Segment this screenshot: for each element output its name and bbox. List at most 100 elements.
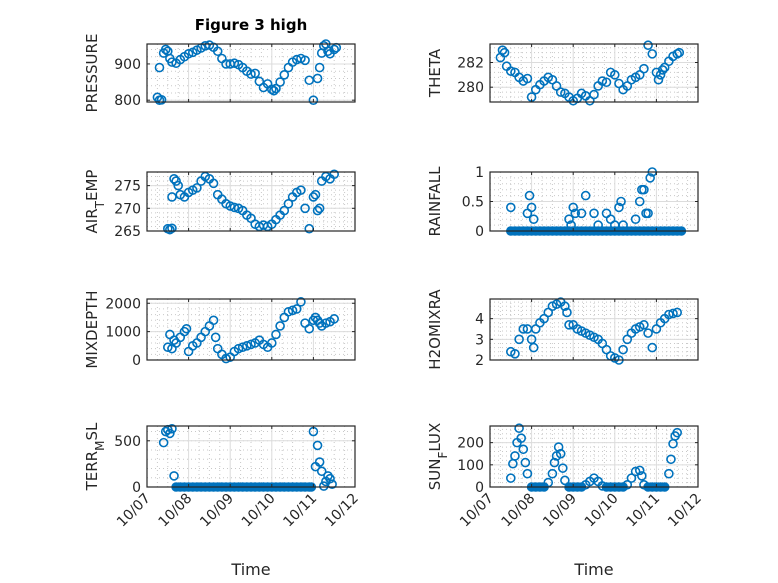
data-point bbox=[156, 95, 167, 105]
data-point bbox=[580, 190, 591, 201]
data-point bbox=[183, 48, 194, 59]
data-point bbox=[653, 74, 664, 85]
data-point bbox=[314, 457, 325, 467]
data-point bbox=[275, 77, 285, 87]
x-tick-label: 10/09 bbox=[540, 491, 580, 531]
y-tick-label: 100 bbox=[457, 458, 484, 474]
data-point bbox=[616, 196, 626, 207]
data-point bbox=[167, 192, 177, 202]
data-point bbox=[522, 73, 533, 84]
data-point bbox=[510, 451, 520, 461]
data-point bbox=[518, 444, 529, 455]
data-point bbox=[522, 468, 533, 479]
data-point bbox=[314, 203, 325, 214]
data-point bbox=[304, 323, 315, 334]
data-point bbox=[329, 314, 340, 324]
data-point bbox=[609, 70, 620, 80]
y-tick-label: 275 bbox=[114, 179, 141, 195]
y-tick-label: 0 bbox=[132, 353, 141, 369]
data-point bbox=[614, 202, 624, 213]
data-point bbox=[672, 427, 683, 438]
data-point bbox=[312, 440, 323, 451]
y-tick-label: 2000 bbox=[105, 296, 141, 312]
data-point bbox=[169, 471, 179, 481]
axes-background bbox=[147, 426, 355, 487]
data-point bbox=[643, 208, 653, 219]
x-tick-label: 10/08 bbox=[499, 491, 539, 531]
data-point bbox=[547, 468, 558, 479]
data-point bbox=[269, 85, 279, 96]
data-point bbox=[516, 433, 527, 444]
data-series bbox=[152, 39, 342, 105]
data-point bbox=[645, 173, 655, 183]
y-tick-label: 1 bbox=[475, 165, 484, 181]
data-point bbox=[634, 196, 645, 207]
subplot-h2omixra: 2 3 4 H2OMIXRA bbox=[426, 289, 699, 370]
y-axis-label: AIRTEMP bbox=[83, 170, 107, 234]
y-tick-label: 0 bbox=[475, 224, 484, 240]
x-tick-label: 10/10 bbox=[239, 491, 279, 531]
data-point bbox=[505, 473, 516, 483]
data-point bbox=[510, 348, 520, 359]
data-point bbox=[497, 45, 508, 55]
y-axis-label: PRESSURE bbox=[83, 34, 101, 113]
data-point bbox=[518, 324, 529, 334]
data-point bbox=[271, 83, 281, 94]
data-point bbox=[287, 305, 298, 316]
axes-background bbox=[490, 299, 698, 360]
data-point bbox=[167, 223, 177, 234]
data-point bbox=[668, 308, 678, 319]
axes-box bbox=[146, 425, 356, 488]
data-series bbox=[495, 40, 685, 106]
data-point bbox=[528, 214, 539, 224]
axes-box bbox=[146, 298, 356, 361]
data-point bbox=[524, 190, 535, 201]
subplot-terr-msl: 0 500 10/07 10/08 10/09 10/10 10/11 10/12 Time TE… bbox=[83, 422, 362, 579]
data-point bbox=[639, 63, 649, 74]
data-point bbox=[514, 334, 524, 345]
data-point bbox=[589, 89, 599, 100]
x-tick-label: 10/09 bbox=[197, 491, 237, 531]
data-point bbox=[233, 343, 244, 354]
x-axis-label: Time bbox=[573, 560, 613, 579]
data-point bbox=[327, 479, 337, 490]
data-point bbox=[250, 68, 260, 79]
data-point bbox=[160, 44, 171, 55]
y-tick-label: 0 bbox=[132, 480, 141, 496]
y-axis-label: RAINFALL bbox=[426, 166, 444, 237]
data-point bbox=[639, 184, 649, 195]
data-point bbox=[169, 174, 179, 184]
y-tick-label: 1000 bbox=[105, 325, 141, 341]
y-axis-label: TERRMSL bbox=[83, 422, 107, 491]
data-point bbox=[643, 40, 653, 51]
y-tick-label: 282 bbox=[457, 56, 484, 72]
data-point bbox=[165, 428, 175, 439]
axes-box bbox=[146, 43, 356, 103]
data-point bbox=[505, 202, 516, 213]
data-point bbox=[329, 169, 340, 180]
data-point bbox=[630, 214, 641, 224]
data-point bbox=[634, 465, 645, 476]
data-point bbox=[560, 475, 570, 486]
data-point bbox=[167, 57, 177, 67]
data-point bbox=[167, 423, 177, 434]
data-point bbox=[308, 192, 319, 202]
data-point bbox=[630, 466, 641, 477]
x-tick-label: 10/12 bbox=[665, 491, 705, 531]
data-point bbox=[564, 214, 574, 224]
data-point bbox=[637, 471, 647, 481]
data-point bbox=[499, 47, 510, 58]
data-point bbox=[237, 342, 248, 353]
data-point bbox=[321, 318, 331, 328]
data-point bbox=[589, 208, 599, 219]
data-point bbox=[158, 437, 169, 448]
data-point bbox=[514, 423, 524, 434]
data-point bbox=[601, 77, 612, 88]
data-point bbox=[312, 205, 323, 216]
data-series bbox=[163, 169, 340, 235]
data-point bbox=[528, 342, 539, 353]
y-tick-label: 265 bbox=[114, 224, 141, 240]
x-tick-label: 10/08 bbox=[156, 491, 196, 531]
data-point bbox=[212, 46, 223, 57]
data-point bbox=[165, 224, 175, 235]
